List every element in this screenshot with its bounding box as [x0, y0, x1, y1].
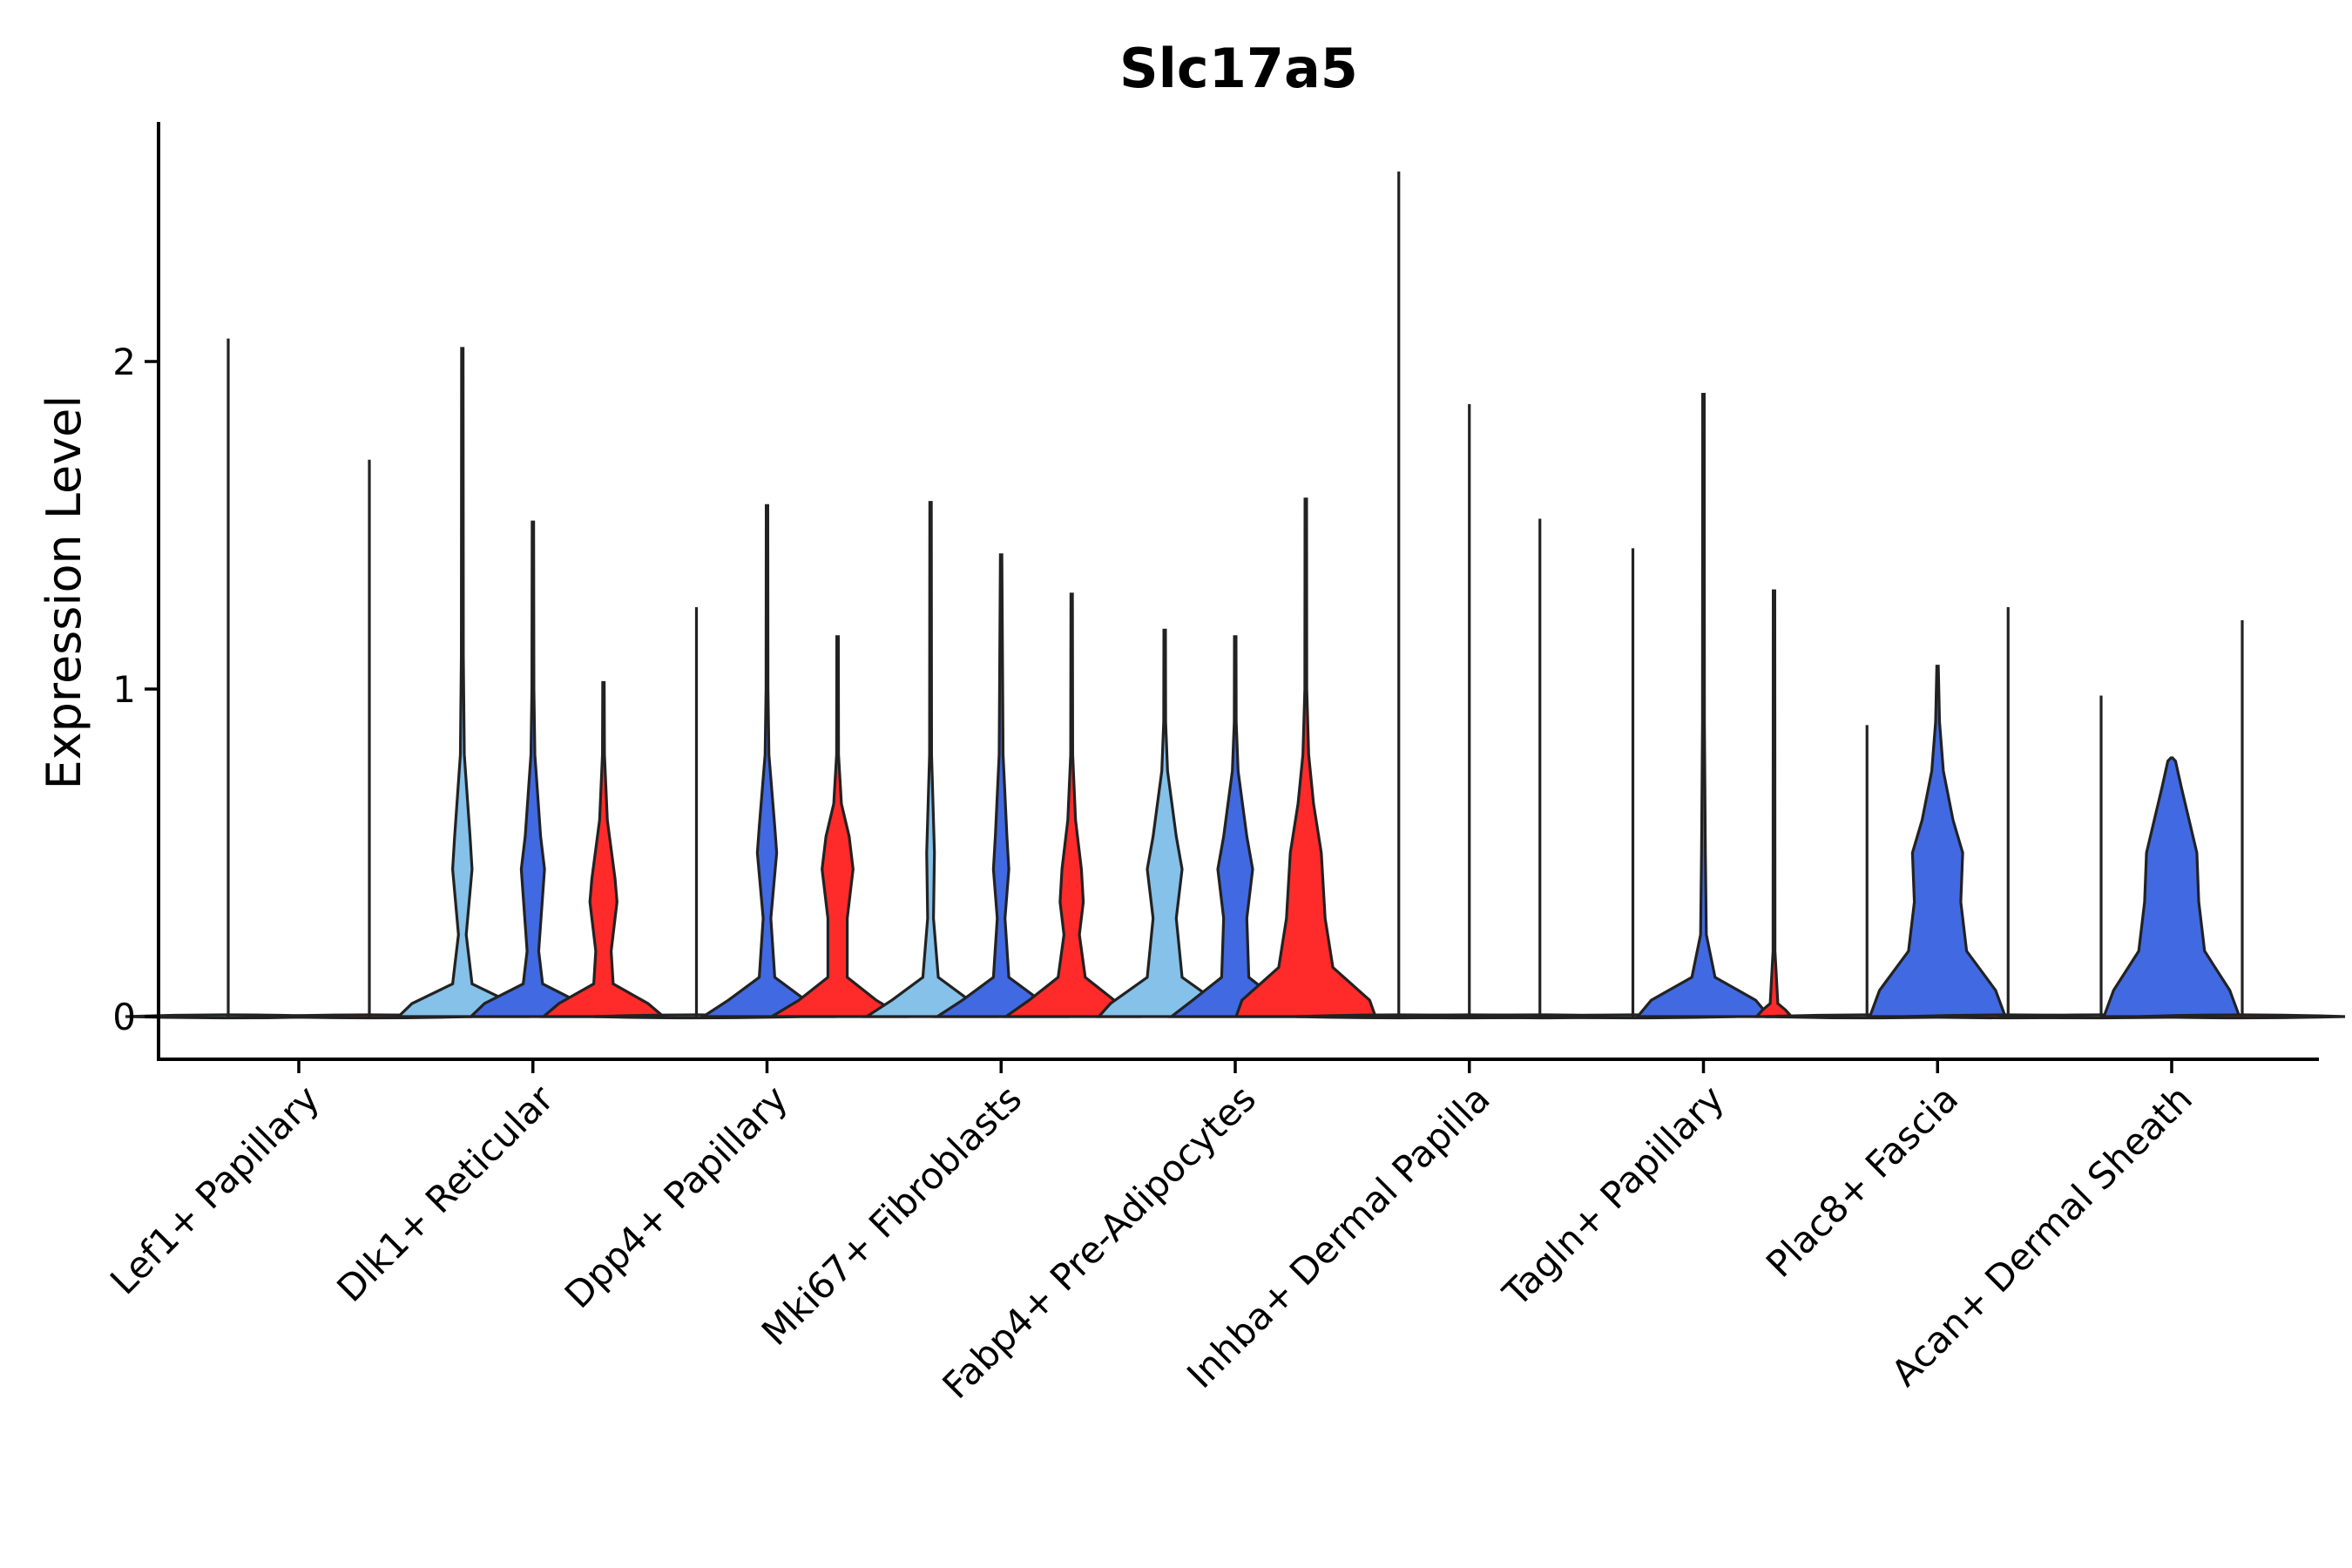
y-axis-label: Expression Level [37, 395, 91, 790]
y-tick-label-0: 0 [112, 996, 136, 1038]
violin-fabp4-pre-adipocytes-group3 [1233, 497, 1378, 1018]
x-tick-label-0: Lef1+ Papillary [102, 1077, 328, 1302]
violins-layer [125, 171, 2346, 1020]
violin-dpp4-papillary-group3 [767, 635, 909, 1018]
violin-dlk1-reticular-group2 [467, 520, 598, 1018]
violin-plac8-fascia-group2 [1868, 665, 2008, 1018]
y-tick-label-1: 1 [112, 668, 136, 711]
x-tick-label-3: Mki67+ Fibroblasts [754, 1077, 1030, 1353]
violin-fabp4-pre-adipocytes-group1 [1095, 628, 1234, 1018]
violin-dlk1-reticular-group1 [395, 347, 531, 1018]
violin-tagln-papillary-group2 [1634, 393, 1773, 1018]
violin-acan-dermal-sheath-group2 [2101, 756, 2242, 1018]
violin-tagln-papillary-group3 [1753, 589, 1795, 1018]
violin-dlk1-reticular-group3 [539, 680, 667, 1018]
x-tick-label-1: Dlk1+ Reticular [328, 1077, 562, 1310]
violin-fabp4-pre-adipocytes-group2 [1167, 635, 1303, 1018]
x-tick-label-2: Dpp4+ Papillary [557, 1077, 796, 1316]
x-tick-label-7: Plac8+ Fascia [1758, 1077, 1966, 1285]
y-tick-label-2: 2 [112, 341, 136, 383]
violin-mki67-fibroblasts-group2 [932, 553, 1070, 1018]
violin-mki67-fibroblasts-group3 [1001, 592, 1142, 1018]
chart-title: Slc17a5 [1119, 37, 1358, 100]
violin-dpp4-papillary-group2 [698, 504, 836, 1018]
violin-mki67-fibroblasts-group1 [862, 501, 999, 1018]
x-tick-label-6: Tagln+ Papillary [1494, 1077, 1732, 1315]
